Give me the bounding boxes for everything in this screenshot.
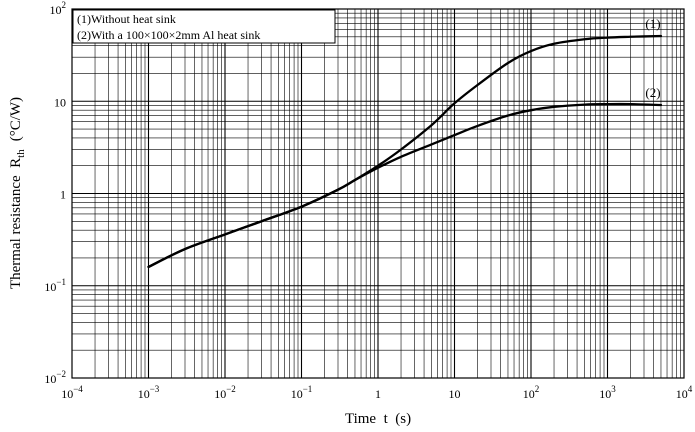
y-axis-label-main: Thermal resistance R	[8, 158, 24, 289]
x-tick-label: 1	[375, 387, 381, 401]
legend-entry-2: (2)With a 100×100×2mm Al heat sink	[77, 28, 260, 42]
y-tick-label: 102	[50, 0, 67, 17]
series-line-2	[147, 102, 663, 269]
y-axis-label-unit: (°C/W)	[8, 97, 24, 141]
plot-frame	[71, 8, 685, 379]
x-tick-label: 10−4	[61, 384, 83, 401]
grid	[72, 9, 684, 378]
y-tick-label: 10	[54, 95, 66, 109]
x-tick-labels: 10−4 10−3 10−2 10−1 1 10 102 103 104	[61, 384, 693, 401]
x-tick-label: 10−2	[214, 384, 236, 401]
x-tick-label: 10	[449, 387, 461, 401]
series-label-2: (2)	[645, 85, 660, 100]
legend-box	[72, 9, 336, 44]
x-axis-label: Time t (s)	[345, 411, 411, 427]
x-tick-label: 103	[599, 384, 616, 401]
legend: (1)Without heat sink (2)With a 100×100×2…	[72, 9, 336, 44]
y-axis-label: Thermal resistance Rth (°C/W)	[8, 97, 27, 289]
series-lines: (1) (2)	[147, 16, 663, 269]
y-tick-label: 10−1	[44, 277, 66, 294]
x-tick-label: 102	[523, 384, 540, 401]
x-tick-label: 10−3	[138, 384, 160, 401]
y-axis-label-subscript: th	[15, 149, 27, 158]
y-tick-label: 10−2	[44, 369, 66, 386]
x-tick-label: 104	[676, 384, 693, 401]
x-tick-label: 10−1	[291, 384, 313, 401]
legend-entry-1: (1)Without heat sink	[77, 12, 176, 26]
series-label-1: (1)	[645, 16, 660, 31]
y-tick-labels: 10−2 10−1 1 10 102	[44, 0, 66, 386]
y-tick-label: 1	[60, 188, 66, 202]
